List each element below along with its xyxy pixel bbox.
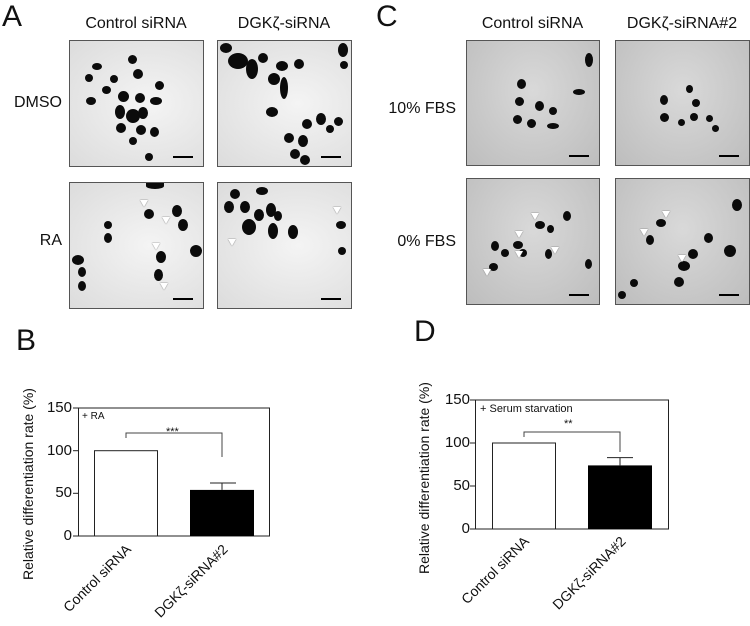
- panel-a-row-label-dmso: DMSO: [14, 94, 62, 111]
- chart-d-xcat-dgk2: DGKζ-siRNA#2: [548, 533, 629, 613]
- arrowhead-icon: [483, 269, 491, 276]
- chart-d-plot: [470, 399, 669, 530]
- arrowhead-icon: [640, 229, 648, 236]
- arrowhead-icon: [551, 247, 559, 254]
- micrograph-a-dgk-ra: [217, 182, 352, 309]
- panel-c-column-label-control: Control siRNA: [481, 15, 584, 32]
- arrowhead-icon: [140, 200, 148, 207]
- micrograph-a-control-ra: [69, 182, 204, 309]
- micrograph-a-dgk-dmso: [217, 40, 352, 167]
- arrowhead-icon: [333, 207, 341, 214]
- chart-b-y-axis-label: Relative differentiation rate (%): [20, 388, 36, 580]
- arrowhead-icon: [228, 239, 236, 246]
- chart-d-annotation: + Serum starvation: [480, 403, 573, 415]
- panel-c-row-label-0-fbs: 0% FBS: [397, 233, 456, 250]
- panel-letter-c: C: [376, 0, 398, 33]
- panel-letter-b: B: [16, 324, 37, 357]
- scale-bar: [173, 298, 193, 300]
- arrowhead-icon: [162, 217, 170, 224]
- arrowhead-icon: [678, 255, 686, 262]
- micrograph-c-dgk2-0fbs: [615, 178, 750, 305]
- chart-b-ytick-150: 150: [46, 399, 72, 416]
- chart-b-xcat-control: Control siRNA: [60, 541, 135, 616]
- scale-bar: [719, 294, 739, 296]
- micrograph-c-control-10fbs: [466, 40, 600, 166]
- arrowhead-icon: [531, 213, 539, 220]
- panel-a-column-label-dgk: DGKζ-siRNA: [237, 15, 331, 32]
- chart-b-annotation: + RA: [82, 411, 105, 422]
- panel-c-row-label-10-fbs: 10% FBS: [388, 100, 456, 117]
- arrowhead-icon: [515, 231, 523, 238]
- arrowhead-icon: [160, 283, 168, 290]
- scale-bar: [321, 298, 341, 300]
- chart-b-significance: ***: [166, 426, 179, 438]
- arrowhead-icon: [662, 211, 670, 218]
- panel-a-column-label-control: Control siRNA: [85, 15, 187, 32]
- scale-bar: [719, 155, 739, 157]
- chart-b-ytick-50: 50: [55, 484, 72, 501]
- arrowhead-icon: [152, 243, 160, 250]
- chart-d-y-axis-label: Relative differentiation rate (%): [416, 382, 432, 574]
- chart-d-xcat-control: Control siRNA: [458, 533, 533, 608]
- micrograph-a-control-dmso: [69, 40, 204, 167]
- panel-a-row-label-ra: RA: [39, 232, 62, 249]
- scale-bar: [173, 156, 193, 158]
- chart-d-ytick-50: 50: [453, 477, 470, 494]
- chart-b-ytick-0: 0: [63, 527, 72, 544]
- scale-bar: [569, 155, 589, 157]
- chart-d-ytick-0: 0: [461, 520, 470, 537]
- panel-c-column-label-dgk2: DGKζ-siRNA#2: [626, 15, 738, 32]
- chart-b-plot: [73, 407, 270, 537]
- scale-bar: [569, 294, 589, 296]
- panel-letter-a: A: [2, 0, 23, 33]
- micrograph-c-dgk2-10fbs: [615, 40, 750, 166]
- chart-b-xcat-dgk2: DGKζ-siRNA#2: [150, 541, 231, 621]
- chart-d-ytick-100: 100: [444, 434, 470, 451]
- arrowhead-icon: [515, 251, 523, 258]
- chart-d-significance: **: [564, 418, 573, 430]
- chart-d-ytick-150: 150: [444, 391, 470, 408]
- scale-bar: [321, 156, 341, 158]
- chart-b-ytick-100: 100: [46, 442, 72, 459]
- panel-letter-d: D: [414, 315, 436, 348]
- micrograph-c-control-0fbs: [466, 178, 600, 305]
